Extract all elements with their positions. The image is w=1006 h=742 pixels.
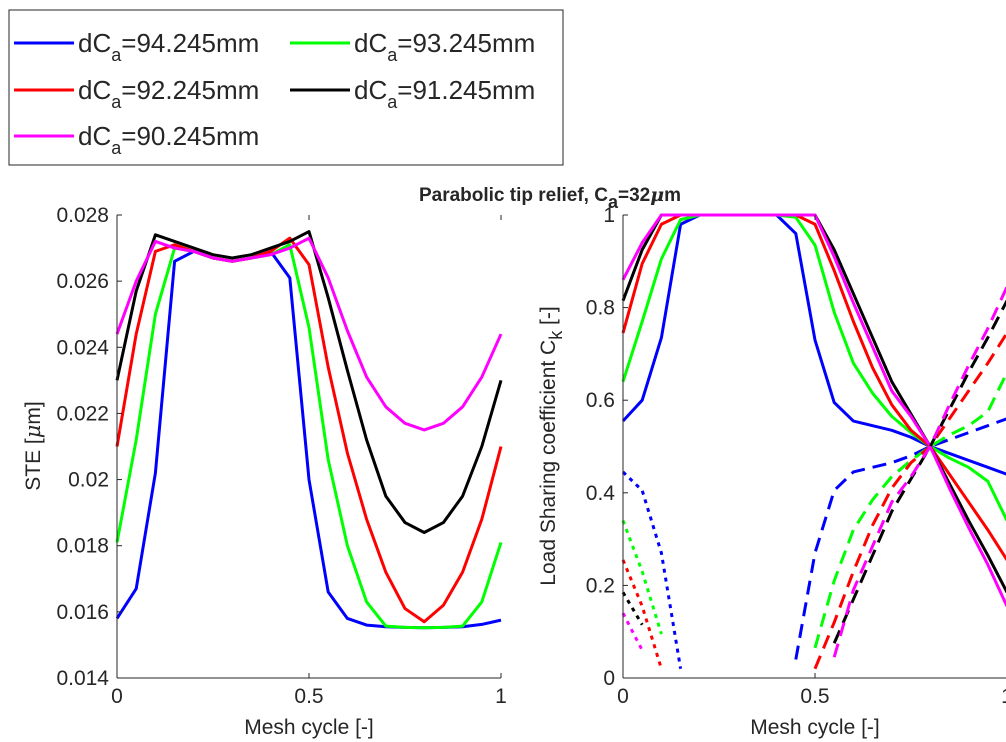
legend-label-main: dC — [78, 121, 111, 151]
legend-label-main: dC — [78, 75, 111, 105]
legend-label-tail: =94.245mm — [121, 28, 259, 58]
legend-label-sub: a — [111, 92, 122, 112]
right-y-tick-label: 0.8 — [586, 297, 615, 320]
title-mu: μ — [650, 184, 664, 206]
left-y-tick-label: 0.016 — [56, 601, 109, 624]
left-y-tick-label: 0.024 — [56, 336, 109, 359]
legend-label-tail: =93.245mm — [397, 28, 535, 58]
legend-label-main: dC — [354, 28, 387, 58]
legend-label-sub: a — [111, 45, 122, 65]
left-plot-area — [117, 215, 501, 678]
right-y-label-sub: k — [546, 330, 566, 340]
right-series-line-7-dotted — [621, 520, 663, 635]
right-y-tick-label: 0.6 — [586, 389, 615, 412]
legend-label-tail: =91.245mm — [397, 75, 535, 105]
right-x-tick-label: 0 — [617, 685, 629, 708]
right-y-axis-label: Load Sharing coefficient Ck [-] — [537, 306, 566, 585]
left-y-tick-label: 0.022 — [56, 402, 109, 425]
left-series-line-5 — [115, 236, 503, 432]
legend-label-3: dCa=92.245mm — [78, 75, 259, 112]
legend-label-sub: a — [111, 138, 122, 158]
right-y-tick-label: 0.2 — [586, 574, 615, 597]
right-series-line-12-dashed — [813, 371, 1006, 649]
legend-label-main: dC — [354, 75, 387, 105]
right-series-line-11-dashed — [794, 417, 1006, 660]
right-y-tick-label: 0 — [603, 667, 615, 690]
right-series-line-2-solid — [621, 213, 1006, 522]
left-ticks-group: 0 0.5 1 0.014 0.016 0.018 0.02 0.022 0.024 0.026 0… — [56, 204, 506, 708]
legend-label-main: dC — [78, 28, 111, 58]
right-series-line-15-dashed — [832, 286, 1006, 658]
left-x-tick-label: 0 — [111, 685, 123, 708]
legend-label-tail: =90.245mm — [121, 121, 259, 151]
title-tail: m — [664, 185, 681, 206]
title-main: Parabolic tip relief, C — [419, 185, 608, 206]
right-y-tick-label: 0.4 — [586, 482, 616, 505]
legend-entry-5: dCa=90.245mm — [14, 121, 259, 158]
legend-label-1: dCa=94.245mm — [78, 28, 259, 65]
legend-entry-1: dCa=94.245mm — [14, 28, 259, 65]
right-x-tick-label: 0.5 — [800, 685, 829, 708]
right-x-tick-label: 1 — [1001, 685, 1006, 708]
right-series-line-8-dotted — [621, 559, 663, 670]
legend-entry-2: dCa=93.245mm — [290, 28, 535, 65]
left-series-group — [115, 230, 503, 630]
legend-label-2: dCa=93.245mm — [354, 28, 535, 65]
right-series-line-13-dashed — [813, 332, 1006, 670]
left-y-label-tail: m] — [22, 401, 45, 424]
left-series-line-3 — [115, 236, 503, 624]
title-tail-pre: =32 — [618, 185, 650, 206]
right-axes: 0 0.5 1 0 0.2 0.4 0.6 0.8 1 Mesh cycle [-] Load … — [419, 184, 1006, 739]
left-y-label-mu: μ — [21, 425, 45, 439]
left-y-tick-label: 0.014 — [56, 667, 109, 690]
legend-label-sub: a — [387, 92, 398, 112]
title-sub: a — [608, 192, 619, 212]
left-y-tick-label: 0.018 — [56, 535, 109, 558]
left-x-axis-label: Mesh cycle [-] — [244, 716, 374, 739]
legend-box — [8, 9, 564, 166]
legend-label-4: dCa=91.245mm — [354, 75, 535, 112]
right-x-axis-label: Mesh cycle [-] — [750, 716, 880, 739]
legend-label-sub: a — [387, 45, 398, 65]
left-y-tick-label: 0.026 — [56, 270, 109, 293]
left-y-tick-label: 0.028 — [56, 204, 109, 227]
left-y-tick-label: 0.02 — [68, 469, 109, 492]
right-series-line-9-dotted — [621, 591, 644, 626]
left-axes: 0 0.5 1 0.014 0.016 0.018 0.02 0.022 0.024 0.026 0… — [21, 204, 507, 739]
right-ticks-group: 0 0.5 1 0 0.2 0.4 0.6 0.8 1 — [586, 204, 1006, 708]
left-y-label-main: STE [ — [22, 438, 45, 491]
right-series-line-14-dashed — [832, 299, 1006, 644]
right-series-line-1-solid — [621, 213, 1006, 476]
left-x-tick-label: 0.5 — [294, 685, 323, 708]
legend-entry-3: dCa=92.245mm — [14, 75, 259, 112]
left-y-axis-label: STE [μm] — [21, 401, 45, 491]
left-series-line-4 — [115, 230, 503, 534]
left-x-tick-label: 1 — [495, 685, 507, 708]
legend-label-5: dCa=90.245mm — [78, 121, 259, 158]
right-chart-title: Parabolic tip relief, Ca=32μm — [419, 184, 681, 212]
right-series-line-10-dotted — [621, 612, 644, 651]
legend-entry-4: dCa=91.245mm — [290, 75, 535, 112]
right-y-label-main: Load Sharing coefficient C — [537, 340, 560, 586]
legend: dCa=94.245mm dCa=93.245mm dCa=92.245mm d… — [8, 9, 564, 166]
legend-label-tail: =92.245mm — [121, 75, 259, 105]
right-y-label-tail: [-] — [537, 306, 560, 331]
right-plot-area — [623, 215, 1006, 678]
right-y-tick-label: 1 — [603, 204, 615, 227]
